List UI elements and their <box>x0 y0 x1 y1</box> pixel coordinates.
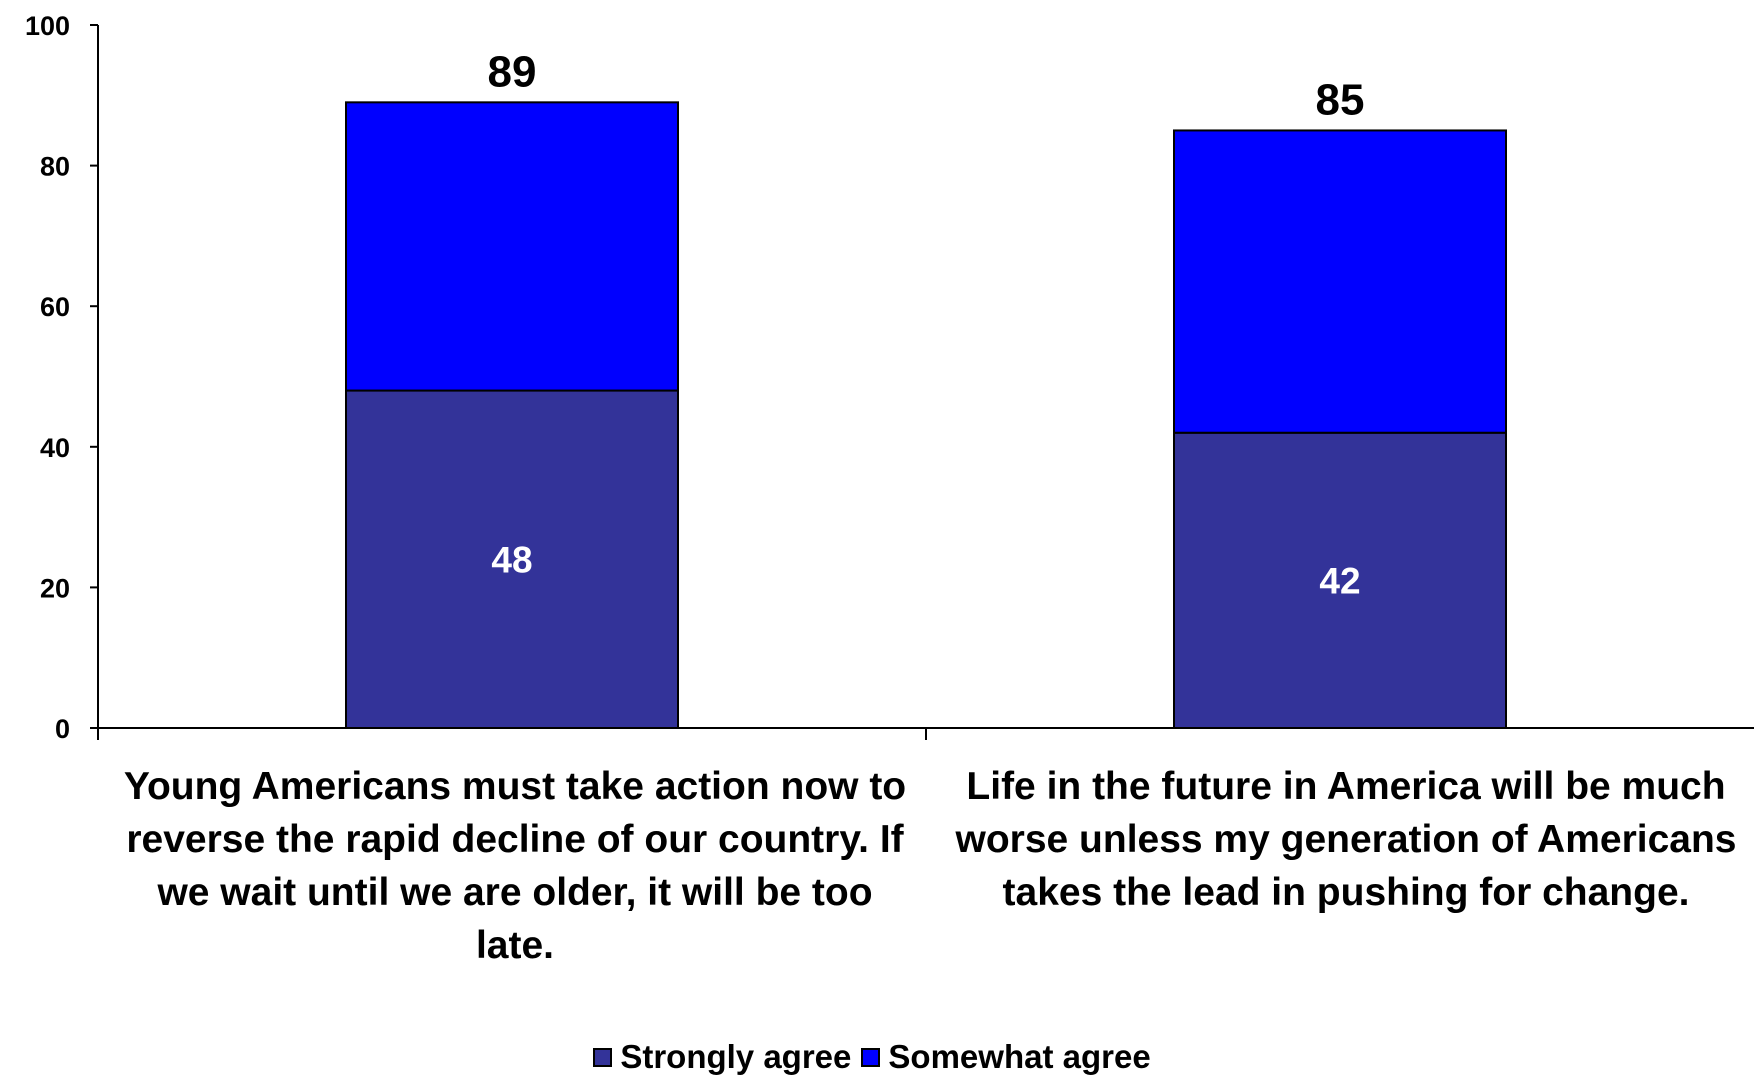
y-tick-label-80: 80 <box>40 152 70 182</box>
y-tick-label-60: 60 <box>40 292 70 322</box>
y-tick-label-0: 0 <box>55 714 70 744</box>
data-label-strongly-agree-2: 42 <box>1319 560 1360 601</box>
legend: Strongly agree Somewhat agree <box>0 1038 1754 1076</box>
total-label-1: 89 <box>488 47 537 96</box>
legend-swatch-somewhat-agree <box>861 1047 881 1067</box>
bar-strongly-agree-1 <box>345 389 679 729</box>
total-label-2: 85 <box>1316 75 1365 124</box>
category-label-1: Young Americans must take action now to … <box>123 765 907 967</box>
y-tick-label-100: 100 <box>25 11 70 41</box>
legend-item-strongly-agree: Strongly agree <box>593 1038 851 1076</box>
bars-layer <box>345 101 1507 729</box>
axis-layer: 0 20 40 60 80 100 <box>25 11 1754 744</box>
labels-layer: 48 89 42 85 <box>488 47 1365 601</box>
y-tick-label-40: 40 <box>40 433 70 463</box>
category-label-2: Life in the future in America will be mu… <box>955 765 1737 914</box>
legend-item-somewhat-agree: Somewhat agree <box>861 1038 1151 1076</box>
legend-label-strongly-agree: Strongly agree <box>620 1038 852 1075</box>
y-tick-label-20: 20 <box>40 573 70 603</box>
bar-somewhat-agree-2 <box>1173 129 1507 434</box>
data-label-strongly-agree-1: 48 <box>491 539 532 580</box>
legend-swatch-strongly-agree <box>593 1047 613 1067</box>
legend-label-somewhat-agree: Somewhat agree <box>888 1038 1151 1075</box>
bar-somewhat-agree-1 <box>345 101 679 392</box>
